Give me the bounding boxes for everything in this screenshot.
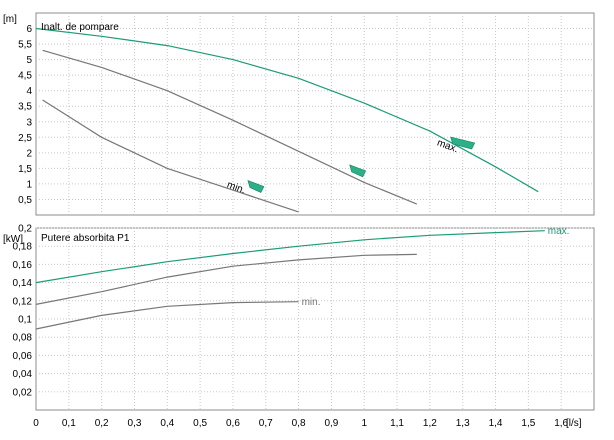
y-tick-label: 0,18	[13, 242, 33, 253]
series-line-1	[35, 253, 417, 305]
x-tick-label: 0,9	[324, 418, 338, 429]
power-chart-title: Putere absorbita P1	[41, 233, 130, 244]
operating-point-marker	[349, 164, 367, 178]
y-tick-label: 0,04	[13, 369, 33, 380]
y-tick-label: 0,16	[13, 260, 33, 271]
y-tick-label: 2,5	[18, 133, 32, 144]
head-chart-title: Inalt. de pompare	[41, 22, 119, 33]
operating-point-marker	[247, 180, 265, 193]
head-plot-area	[35, 12, 595, 216]
x-tick-label: 0,7	[259, 418, 273, 429]
y-tick-label: 0,02	[13, 387, 33, 398]
x-tick-label: 0,6	[226, 418, 240, 429]
x-tick-label: 1	[361, 418, 367, 429]
y-tick-label: 3	[26, 117, 32, 128]
series-end-label: max.	[548, 226, 570, 237]
x-tick-label: 1,3	[456, 418, 470, 429]
series-line-1	[42, 49, 418, 205]
x-tick-label: 1,6	[554, 418, 568, 429]
y-tick-label: 0,12	[13, 296, 33, 307]
x-tick-label: 1,2	[423, 418, 437, 429]
head-panel: 0,511,522,533,544,555,56 max.min. Inalt.…	[3, 12, 595, 216]
head-y-unit-label: [m]	[3, 14, 17, 25]
x-tick-label: 0,8	[292, 418, 306, 429]
y-tick-label: 4,5	[18, 71, 32, 82]
power-y-unit-label: [kW]	[3, 234, 23, 245]
y-tick-label: 0,2	[18, 224, 32, 235]
series-end-label: min.	[302, 297, 321, 308]
y-tick-label: 4	[26, 86, 32, 97]
x-tick-label: 1,4	[489, 418, 503, 429]
power-panel: 0,02 0,04 0,06 0,08 0,1 0,12 0,14 0,16 0,18 0,2 0…	[3, 224, 595, 429]
x-tick-label: 0,4	[160, 418, 174, 429]
x-tick-label: 0	[33, 418, 39, 429]
series-line-2	[35, 301, 299, 330]
y-tick-label: 5,5	[18, 40, 32, 51]
y-tick-label: 6	[26, 24, 32, 35]
series-line-2	[42, 99, 299, 213]
series-line-0	[35, 27, 539, 193]
y-tick-label: 0,5	[18, 195, 32, 206]
y-tick-label: 3,5	[18, 102, 32, 113]
y-tick-label: 0,1	[18, 315, 32, 326]
series-line-0	[35, 230, 545, 284]
x-axis-unit-label: [l/s]	[566, 418, 582, 429]
y-tick-label: 5	[26, 55, 32, 66]
operating-point-marker	[450, 136, 476, 150]
y-tick-label: 2	[26, 148, 32, 159]
x-tick-label: 0,3	[128, 418, 142, 429]
x-tick-label: 0,1	[62, 418, 76, 429]
x-tick-label: 0,5	[193, 418, 207, 429]
y-tick-label: 1	[26, 179, 32, 190]
x-tick-label: 1,1	[390, 418, 404, 429]
x-tick-label: 1,5	[521, 418, 535, 429]
y-tick-label: 0,08	[13, 333, 33, 344]
x-tick-label: 0,2	[95, 418, 109, 429]
y-tick-label: 0,06	[13, 351, 33, 362]
y-tick-label: 0,14	[13, 278, 33, 289]
y-tick-label: 1,5	[18, 164, 32, 175]
